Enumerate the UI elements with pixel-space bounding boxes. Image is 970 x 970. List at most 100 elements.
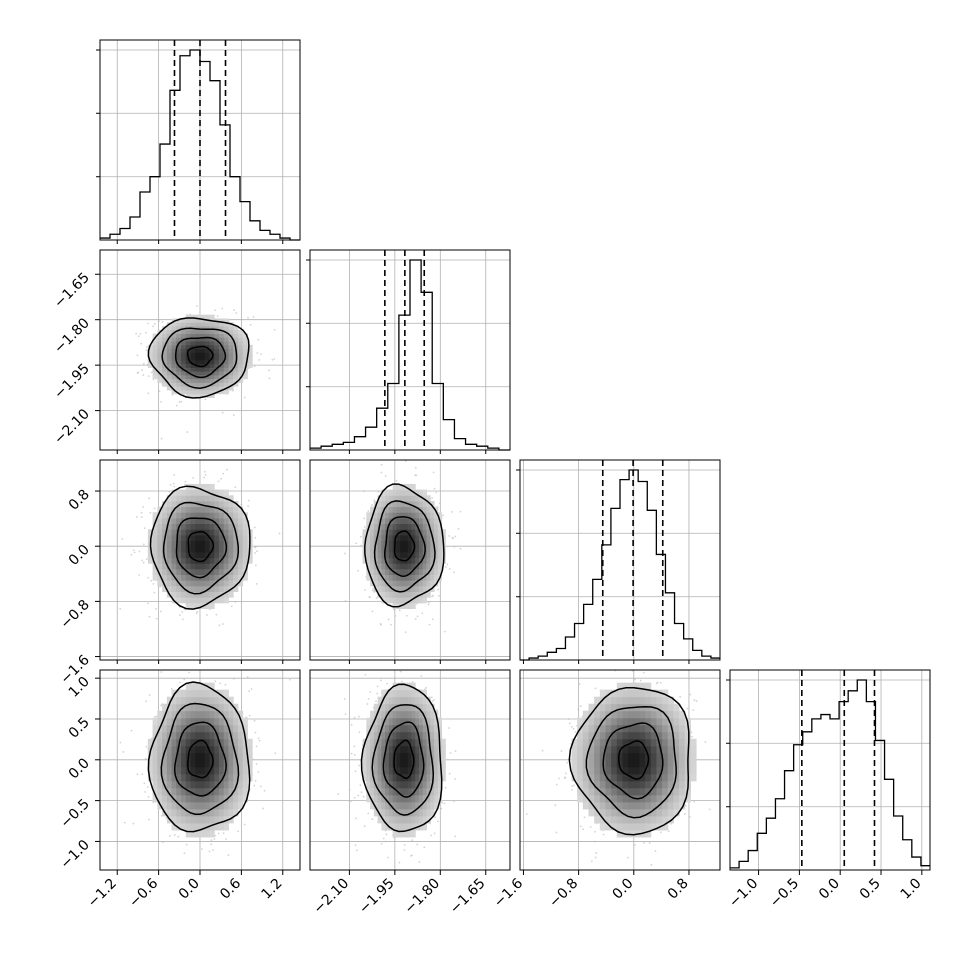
density-cell <box>628 682 635 691</box>
density-cell <box>218 534 225 542</box>
density-cell <box>204 551 210 559</box>
density-cell <box>166 344 173 350</box>
scatter-point <box>122 751 125 753</box>
density-cell <box>441 766 446 775</box>
density-cell <box>381 731 386 740</box>
density-cell <box>209 591 215 598</box>
scatter-point <box>226 468 228 471</box>
x-tick-label-2-3: 0.8 <box>665 876 692 903</box>
density-cell <box>400 689 405 698</box>
density-cell <box>204 710 210 719</box>
density-cell <box>218 815 225 824</box>
density-cell <box>388 546 394 553</box>
scatter-point <box>180 400 183 403</box>
density-cell <box>673 717 680 726</box>
scatter-point <box>626 856 629 859</box>
density-cell <box>237 367 244 372</box>
density-cell <box>195 710 201 719</box>
scatter-point <box>222 623 224 625</box>
density-cell <box>209 780 215 789</box>
scatter-point <box>555 831 558 834</box>
contour-level-1 <box>175 517 228 579</box>
scatter-point <box>720 738 722 740</box>
scatter-point <box>186 431 189 433</box>
density-cell <box>147 348 154 353</box>
density-cell <box>616 682 623 691</box>
density-cell <box>200 506 206 513</box>
density-cell <box>209 724 215 733</box>
density-cell <box>233 808 239 817</box>
y-tick-label-1-0: −2.10 <box>51 406 93 448</box>
density-cell <box>650 752 657 761</box>
density-cell <box>237 731 244 740</box>
density-cell <box>645 801 652 810</box>
scatter-point <box>578 683 581 685</box>
density-cell <box>157 363 163 368</box>
density-cell <box>204 367 210 372</box>
density-cell <box>396 517 401 525</box>
density-cell <box>166 495 173 502</box>
density-cell <box>594 696 601 705</box>
density-cell <box>411 597 416 604</box>
scatter-point <box>217 832 220 835</box>
density-cell <box>171 696 177 705</box>
density-cell <box>200 546 206 553</box>
density-cell <box>662 822 669 831</box>
density-cell <box>166 529 173 536</box>
scatter-point <box>181 618 184 621</box>
density-cell <box>228 367 234 372</box>
density-cell <box>157 523 163 530</box>
density-cell <box>190 597 196 604</box>
density-cell <box>214 745 220 754</box>
density-cell <box>209 696 215 705</box>
density-cell <box>166 585 173 592</box>
density-cell <box>639 801 646 810</box>
density-cell <box>218 389 225 395</box>
density-cell <box>176 703 182 712</box>
scatter-point <box>188 671 190 674</box>
density-cell <box>237 557 244 564</box>
density-cell <box>157 337 163 342</box>
density-cell <box>400 717 405 726</box>
density-cell <box>370 523 375 530</box>
density-cell <box>392 529 397 536</box>
density-cell <box>204 597 210 604</box>
density-cell <box>370 745 375 754</box>
density-cell <box>403 717 409 726</box>
density-cell <box>605 822 612 831</box>
density-cell <box>157 574 163 581</box>
density-cell <box>223 745 229 754</box>
density-cell <box>223 378 229 383</box>
density-cell <box>214 371 220 376</box>
density-panel-2-0 <box>100 460 300 660</box>
density-cell <box>214 367 220 372</box>
density-cell <box>195 580 201 587</box>
density-cell <box>233 325 239 331</box>
density-cell <box>403 682 409 691</box>
density-cell <box>171 489 177 496</box>
density-cell <box>200 591 206 598</box>
density-panel-2-1-frame <box>309 459 511 661</box>
density-cell <box>171 356 177 361</box>
scatter-point <box>571 789 573 791</box>
density-cell <box>190 602 196 609</box>
density-cell <box>628 696 635 705</box>
density-cell <box>430 752 435 761</box>
density-cell <box>388 696 394 705</box>
density-cell <box>667 752 674 761</box>
density-cell <box>407 773 412 782</box>
density-cell <box>605 787 612 796</box>
density-cell <box>373 517 379 525</box>
density-cell <box>396 703 401 712</box>
density-cell <box>204 523 210 530</box>
scatter-point <box>448 535 451 537</box>
scatter-point <box>258 739 261 742</box>
density-cell <box>162 352 168 357</box>
density-cell <box>200 348 206 353</box>
density-cell <box>645 822 652 831</box>
density-cell <box>209 801 215 810</box>
density-cell <box>233 540 239 547</box>
density-cell <box>611 745 618 754</box>
density-cell <box>185 333 192 338</box>
density-cell <box>411 745 416 754</box>
